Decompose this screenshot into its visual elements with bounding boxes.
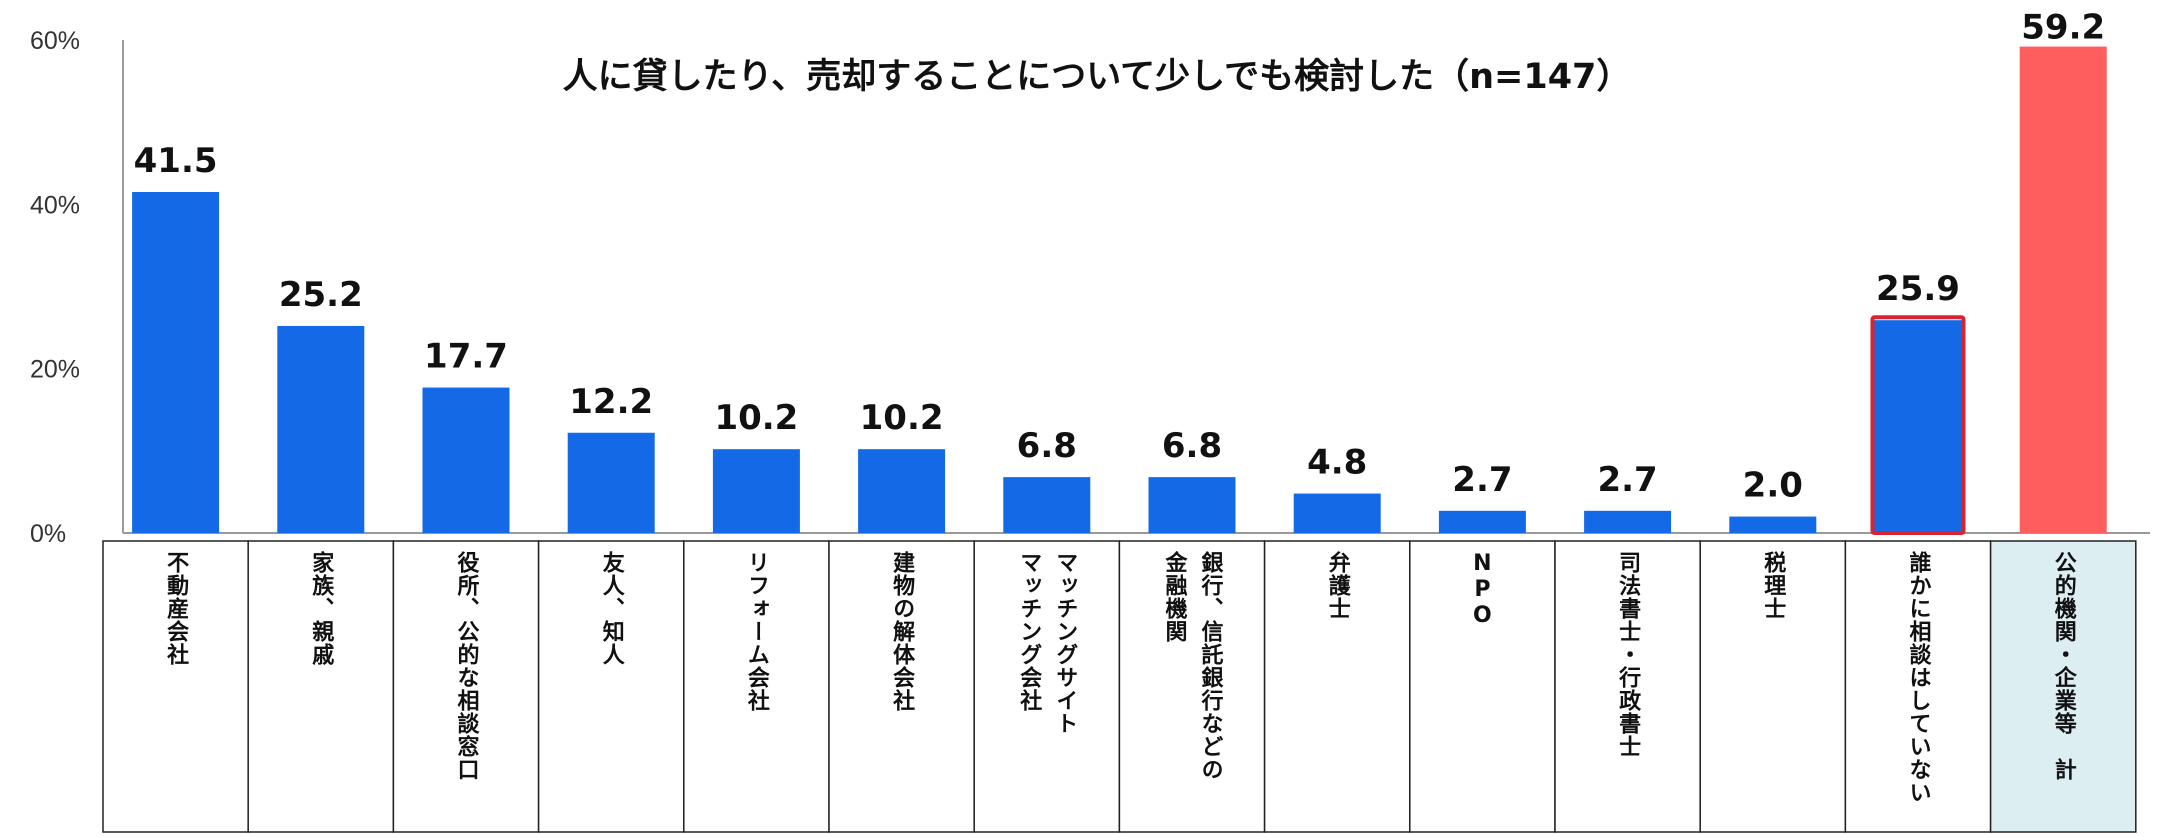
y-tick-label: 20%: [30, 356, 80, 384]
bar: [1584, 510, 1672, 533]
category-cell: [392, 540, 540, 833]
category-cell: [683, 540, 830, 833]
bars: [132, 46, 2107, 535]
value-label: 2.7: [1597, 460, 1657, 500]
value-label: 10.2: [860, 398, 944, 438]
category-cell: [102, 540, 249, 833]
value-label: 6.8: [1017, 426, 1077, 466]
bar: [858, 449, 946, 533]
bar: [712, 449, 800, 533]
category-label: 銀行、信託銀行などの: [1198, 551, 1225, 781]
category-label: 誰かに相談はしていない: [1906, 550, 1932, 804]
category-cell: [247, 540, 395, 833]
category-label: 役所、公的な相談窓口: [454, 551, 480, 781]
bar: [567, 432, 655, 533]
value-label: 17.7: [424, 337, 508, 377]
category-cell: [537, 540, 685, 833]
category-table: 不動産会社 家族、親戚 役所、公的な相談窓口 友人、知人 リフォーム会社 建物の解体会社 マ…: [102, 540, 2137, 833]
value-label: 2.7: [1452, 460, 1512, 500]
category-label: 家族、親戚: [308, 550, 334, 666]
category-cell: [828, 540, 975, 833]
category-label: 弁護士: [1325, 550, 1351, 620]
category-label: マッチング会社: [1016, 551, 1042, 712]
value-labels: 41.5 25.2 17.7 12.2 10.2 10.2 6.8 6.8 4.8 2.7 2.7 2…: [134, 8, 2105, 506]
category-cell: [1699, 540, 1847, 833]
category-label: 不動産会社: [163, 551, 189, 666]
bar: [2019, 46, 2107, 533]
value-label: 10.2: [714, 398, 798, 438]
value-label: 6.8: [1162, 426, 1222, 466]
y-tick-label: 0%: [30, 520, 66, 548]
bar: [1003, 477, 1091, 533]
value-label: 41.5: [134, 141, 218, 181]
category-cell: [1409, 540, 1556, 833]
value-label: 2.0: [1743, 466, 1803, 506]
bar: [1729, 516, 1817, 533]
category-label: 公的機関・企業等 計: [2051, 551, 2078, 781]
category-cell: [1118, 540, 1266, 833]
category-cell: [1989, 540, 2137, 833]
value-label: 59.2: [2021, 8, 2105, 48]
category-label: リフォーム会社: [744, 551, 770, 712]
bar: [1874, 320, 1962, 533]
bar: [1148, 477, 1236, 533]
bar: [277, 325, 365, 533]
y-tick-labels: 0% 20% 40% 60%: [30, 27, 80, 548]
y-tick-label: 40%: [30, 191, 80, 219]
category-cell: [1844, 540, 1992, 833]
category-label: 司法書士・行政書士: [1615, 551, 1642, 758]
value-label: 25.2: [279, 275, 363, 315]
y-tick-label: 60%: [30, 27, 80, 55]
category-label: NPO: [1470, 551, 1495, 629]
category-label: 友人、知人: [599, 551, 625, 666]
bar: [1293, 493, 1381, 533]
category-label: 金融機関: [1162, 550, 1189, 643]
value-label: 25.9: [1876, 269, 1960, 309]
category-label: マッチングサイト: [1052, 551, 1078, 735]
value-label: 4.8: [1307, 443, 1367, 483]
category-label: 税理士: [1760, 550, 1786, 620]
category-label: 建物の解体会社: [889, 551, 915, 712]
category-cell: [973, 540, 1121, 833]
bar: [132, 192, 220, 533]
bar: [422, 387, 510, 533]
bar: [1438, 510, 1526, 533]
bar-highlight-outline: [1870, 315, 1966, 535]
chart-title: 人に貸したり、売却することについて少しでも検討した（n=147）: [563, 57, 1632, 97]
category-cell: [1263, 540, 1411, 833]
value-label: 12.2: [569, 382, 653, 422]
